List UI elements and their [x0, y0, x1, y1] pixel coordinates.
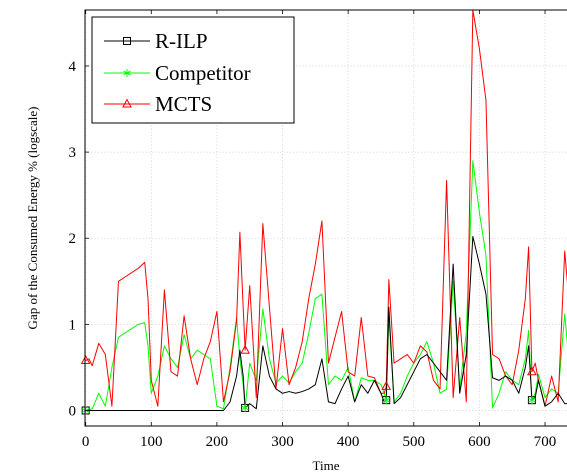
legend-keys: [104, 37, 150, 108]
legend-marker-competitor: [123, 69, 131, 77]
y-tick-label: 1: [69, 317, 77, 333]
data-point-mcts: [240, 344, 250, 354]
series-line-mcts: [85, 10, 567, 407]
y-tick-label: 4: [69, 59, 77, 75]
legend: R-ILP Competitor MCTS: [91, 16, 295, 124]
series-line-competitor: [85, 160, 567, 411]
x-tick-label: 0: [82, 434, 90, 450]
y-tick-label: 2: [69, 231, 77, 247]
marker-layer: [80, 344, 537, 415]
y-tick-label: 0: [69, 403, 77, 419]
series-layer: [85, 10, 567, 411]
plot-frame: [84, 9, 567, 427]
x-tick-label: 400: [337, 434, 360, 450]
axis-ticks: 0 100 200 300 400 500 600 700 0 1 2 3 4: [69, 10, 557, 450]
data-point-mcts: [527, 366, 537, 376]
data-point-competitor: [528, 396, 536, 405]
y-tick-label: 3: [69, 145, 77, 161]
series-line-r-ilp: [85, 236, 567, 411]
data-point-competitor: [241, 403, 249, 412]
legend-label-mcts: MCTS: [155, 92, 212, 116]
legend-box: [91, 16, 295, 124]
legend-label-r-ilp: R-ILP: [155, 29, 208, 53]
x-tick-label: 700: [534, 434, 557, 450]
legend-label-competitor: Competitor: [155, 61, 251, 85]
legend-marker-mcts: [122, 98, 132, 108]
legend-marker-r-ilp: [123, 37, 131, 45]
x-tick-label: 500: [403, 434, 426, 450]
data-point-mcts: [80, 354, 91, 365]
x-tick-label: 200: [206, 434, 229, 450]
x-axis-label: Time: [313, 458, 340, 473]
x-tick-label: 600: [468, 434, 491, 450]
data-point-mcts: [381, 380, 392, 390]
x-tick-label: 300: [271, 434, 294, 450]
y-axis-label: Gap of the Consumed Energy % (logscale): [25, 107, 40, 330]
data-point-competitor: [382, 396, 390, 405]
x-tick-label: 100: [140, 434, 163, 450]
